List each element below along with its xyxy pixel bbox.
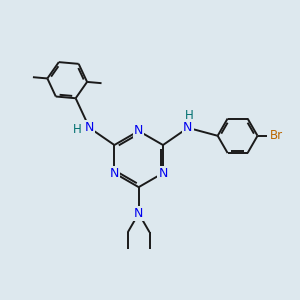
Text: H: H — [184, 109, 193, 122]
Text: N: N — [183, 121, 193, 134]
Text: N: N — [134, 207, 143, 220]
Text: H: H — [72, 123, 81, 136]
Text: N: N — [85, 121, 94, 134]
Text: Br: Br — [270, 129, 283, 142]
Text: N: N — [110, 167, 119, 180]
Text: N: N — [158, 167, 168, 180]
Text: N: N — [134, 124, 143, 137]
